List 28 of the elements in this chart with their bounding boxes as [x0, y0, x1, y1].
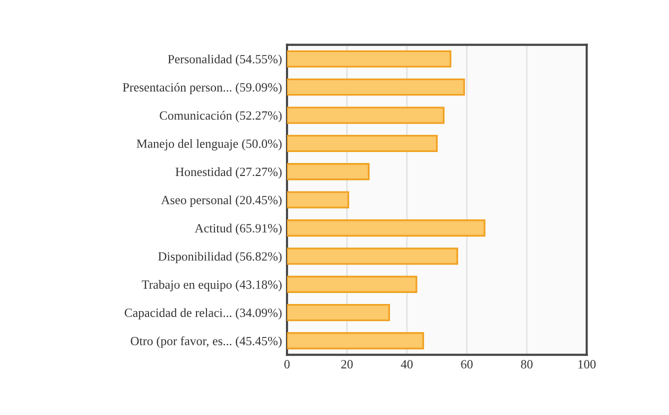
x-tick-label: 100: [578, 360, 596, 368]
y-tick-label: Honestidad (27.27%): [176, 167, 282, 179]
bar: [287, 219, 486, 237]
y-tick-label: Capacidad de relaci... (34.09%): [124, 308, 282, 320]
bar: [287, 304, 390, 322]
bar: [287, 276, 418, 293]
y-tick-label: Otro (por favor, es... (45.45%): [130, 336, 282, 348]
y-tick-label: Comunicación (52.27%): [160, 110, 282, 122]
bar: [287, 106, 444, 124]
bar: [287, 50, 452, 68]
bar: [287, 163, 370, 180]
bar: [287, 248, 458, 265]
y-tick-label: Presentación person... (59.09%): [122, 82, 282, 94]
x-tick-label: 80: [520, 360, 533, 368]
bar: [287, 191, 350, 208]
y-tick-label: Trabajo en equipo (43.18%): [142, 280, 282, 292]
x-tick-label: 40: [400, 360, 413, 368]
bar: [287, 332, 424, 350]
x-tick-label: 0: [284, 360, 290, 368]
y-tick-label: Actitud (65.91%): [194, 224, 282, 236]
bar: [287, 134, 438, 152]
y-tick-label: Aseo personal (20.45%): [161, 195, 282, 207]
x-tick-label: 20: [341, 360, 353, 368]
y-tick-label: Disponibilidad (56.82%): [158, 252, 282, 264]
y-tick-label: Personalidad (54.55%): [168, 54, 282, 66]
x-tick-label: 60: [461, 360, 473, 368]
y-tick-label: Manejo del lenguaje (50.0%): [136, 139, 282, 150]
bar: [287, 78, 465, 96]
